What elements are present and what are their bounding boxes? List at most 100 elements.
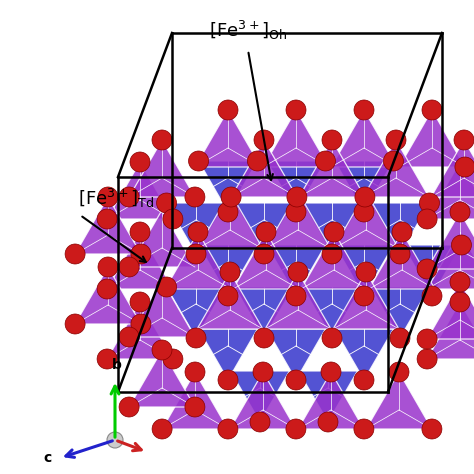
Polygon shape bbox=[129, 350, 195, 407]
Polygon shape bbox=[335, 245, 393, 296]
Text: $[\mathrm{Fe}^{3+}]_{\mathrm{Td}}$: $[\mathrm{Fe}^{3+}]_{\mathrm{Td}}$ bbox=[78, 187, 155, 210]
Polygon shape bbox=[427, 162, 474, 219]
Circle shape bbox=[390, 244, 410, 264]
Circle shape bbox=[185, 397, 205, 417]
Polygon shape bbox=[333, 272, 399, 329]
Circle shape bbox=[422, 419, 442, 439]
Polygon shape bbox=[166, 287, 226, 338]
Circle shape bbox=[354, 202, 374, 222]
Circle shape bbox=[417, 349, 437, 369]
Circle shape bbox=[218, 286, 238, 306]
Circle shape bbox=[383, 151, 403, 171]
Circle shape bbox=[119, 397, 139, 417]
Polygon shape bbox=[302, 287, 362, 338]
Circle shape bbox=[131, 314, 151, 334]
Circle shape bbox=[286, 286, 306, 306]
Circle shape bbox=[97, 279, 117, 299]
Circle shape bbox=[185, 362, 205, 382]
Polygon shape bbox=[165, 232, 231, 289]
Polygon shape bbox=[427, 302, 474, 359]
Circle shape bbox=[417, 209, 437, 229]
Circle shape bbox=[253, 362, 273, 382]
Polygon shape bbox=[335, 161, 393, 212]
Text: $[\mathrm{Fe}^{3+}]_{\mathrm{Oh}}$: $[\mathrm{Fe}^{3+}]_{\mathrm{Oh}}$ bbox=[209, 19, 287, 42]
Polygon shape bbox=[366, 372, 432, 429]
Circle shape bbox=[247, 151, 267, 171]
Circle shape bbox=[97, 349, 117, 369]
Circle shape bbox=[131, 244, 151, 264]
Circle shape bbox=[455, 157, 474, 177]
Circle shape bbox=[188, 222, 208, 242]
Polygon shape bbox=[197, 192, 263, 249]
Circle shape bbox=[450, 202, 470, 222]
Polygon shape bbox=[299, 140, 365, 197]
Circle shape bbox=[156, 193, 176, 213]
Polygon shape bbox=[301, 232, 367, 289]
Circle shape bbox=[322, 328, 342, 348]
Circle shape bbox=[220, 262, 240, 282]
Polygon shape bbox=[333, 192, 399, 249]
Polygon shape bbox=[166, 203, 226, 254]
Circle shape bbox=[254, 244, 274, 264]
Circle shape bbox=[98, 187, 118, 207]
Circle shape bbox=[97, 209, 117, 229]
Polygon shape bbox=[335, 329, 393, 380]
Circle shape bbox=[321, 362, 341, 382]
Circle shape bbox=[422, 100, 442, 120]
Circle shape bbox=[354, 286, 374, 306]
Circle shape bbox=[185, 187, 205, 207]
Circle shape bbox=[422, 286, 442, 306]
Polygon shape bbox=[162, 372, 228, 429]
Polygon shape bbox=[402, 245, 462, 296]
Polygon shape bbox=[230, 371, 290, 422]
Polygon shape bbox=[235, 287, 293, 338]
Text: c: c bbox=[44, 451, 52, 465]
Polygon shape bbox=[129, 140, 195, 197]
Circle shape bbox=[218, 419, 238, 439]
Circle shape bbox=[163, 349, 183, 369]
Polygon shape bbox=[266, 329, 326, 380]
Polygon shape bbox=[363, 140, 429, 197]
Circle shape bbox=[254, 328, 274, 348]
Circle shape bbox=[130, 152, 150, 172]
Circle shape bbox=[65, 244, 85, 264]
Circle shape bbox=[152, 340, 172, 360]
Polygon shape bbox=[235, 203, 293, 254]
Circle shape bbox=[450, 292, 470, 312]
Circle shape bbox=[119, 257, 139, 277]
Polygon shape bbox=[129, 280, 195, 337]
Circle shape bbox=[354, 419, 374, 439]
Circle shape bbox=[98, 257, 118, 277]
Circle shape bbox=[218, 100, 238, 120]
Polygon shape bbox=[199, 245, 257, 296]
Polygon shape bbox=[199, 161, 257, 212]
Polygon shape bbox=[129, 210, 195, 267]
Polygon shape bbox=[263, 110, 329, 167]
Circle shape bbox=[322, 244, 342, 264]
Circle shape bbox=[130, 222, 150, 242]
Circle shape bbox=[254, 130, 274, 150]
Circle shape bbox=[322, 130, 342, 150]
Circle shape bbox=[315, 151, 336, 171]
Polygon shape bbox=[107, 232, 173, 289]
Circle shape bbox=[130, 292, 150, 312]
Polygon shape bbox=[199, 329, 257, 380]
Polygon shape bbox=[299, 371, 357, 422]
Circle shape bbox=[288, 262, 308, 282]
Circle shape bbox=[386, 130, 406, 150]
Polygon shape bbox=[231, 140, 297, 197]
Circle shape bbox=[221, 187, 241, 207]
Circle shape bbox=[286, 202, 306, 222]
Polygon shape bbox=[399, 110, 465, 167]
Polygon shape bbox=[266, 245, 326, 296]
Circle shape bbox=[354, 370, 374, 390]
Polygon shape bbox=[302, 203, 362, 254]
Circle shape bbox=[390, 328, 410, 348]
Polygon shape bbox=[230, 372, 296, 429]
Circle shape bbox=[156, 277, 176, 297]
Circle shape bbox=[256, 222, 276, 242]
Polygon shape bbox=[197, 272, 263, 329]
Circle shape bbox=[318, 412, 338, 432]
Circle shape bbox=[355, 187, 375, 207]
Polygon shape bbox=[195, 110, 261, 167]
